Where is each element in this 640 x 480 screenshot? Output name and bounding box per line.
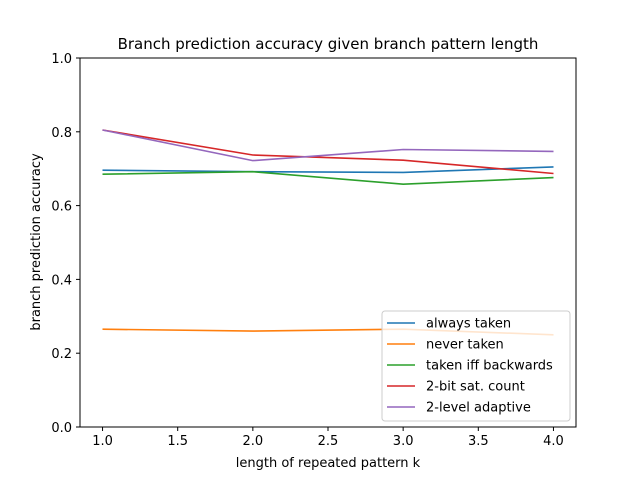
series-line	[102, 129, 554, 175]
y-tick-label: 0.2	[51, 347, 72, 362]
series-line	[102, 129, 554, 162]
x-tick-label: 3.5	[468, 434, 489, 449]
chart-title: Branch prediction accuracy given branch …	[118, 35, 539, 53]
series-line	[102, 166, 554, 174]
plot-series-group	[102, 129, 554, 336]
y-tick-label: 1.0	[51, 52, 72, 67]
x-tick-label: 1.0	[92, 434, 113, 449]
x-tick-label: 1.5	[167, 434, 188, 449]
y-axis-ticks: 0.0 0.2 0.4 0.6 0.8 1.0	[51, 52, 80, 436]
legend-box	[381, 310, 571, 422]
legend: always taken never taken taken iff backwar…	[381, 310, 571, 422]
x-tick-label: 2.0	[243, 434, 264, 449]
legend-label: always taken	[426, 317, 511, 332]
y-tick-label: 0.4	[51, 273, 72, 288]
x-axis-ticks: 1.0 1.5 2.0 2.5 3.0 3.5 4.0	[92, 427, 564, 449]
y-tick-label: 0.8	[51, 126, 72, 141]
y-tick-label: 0.6	[51, 200, 72, 215]
y-tick-label: 0.0	[51, 421, 72, 436]
x-axis-label: length of repeated pattern k	[236, 456, 421, 471]
legend-label: taken iff backwards	[426, 359, 553, 374]
x-tick-label: 2.5	[318, 434, 339, 449]
x-tick-label: 3.0	[393, 434, 414, 449]
legend-label: 2-bit sat. count	[426, 380, 525, 395]
y-axis-label: branch prediction accuracy	[29, 153, 44, 331]
series-line	[102, 170, 554, 185]
legend-label: never taken	[426, 338, 504, 353]
legend-label: 2-level adaptive	[426, 401, 531, 416]
x-tick-label: 4.0	[543, 434, 564, 449]
